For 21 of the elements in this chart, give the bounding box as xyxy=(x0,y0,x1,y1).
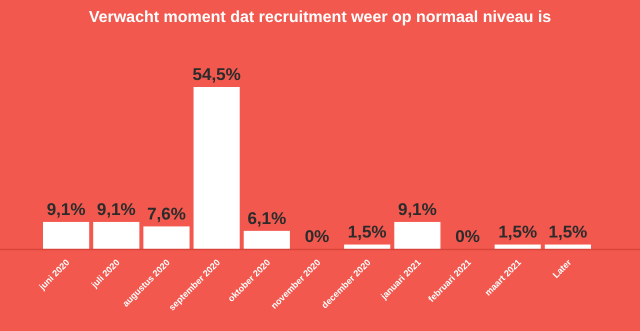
data-label: 6,1% xyxy=(247,208,286,228)
bar xyxy=(244,230,290,249)
data-label: 9,1% xyxy=(96,200,136,219)
bar xyxy=(394,222,440,249)
bar xyxy=(344,244,390,249)
data-label: 1,5% xyxy=(548,222,588,242)
chart-title: Verwacht moment dat recruitment weer op normaal niveau is xyxy=(88,9,552,26)
bar xyxy=(194,87,240,249)
bar xyxy=(43,222,90,249)
data-label: 1,5% xyxy=(348,222,387,242)
bar xyxy=(544,244,591,249)
data-label: 1,5% xyxy=(498,222,538,242)
data-label: 0% xyxy=(455,227,480,246)
bar xyxy=(93,222,140,249)
data-label: 9,1% xyxy=(398,200,437,219)
bar xyxy=(494,244,541,249)
data-label: 9,1% xyxy=(46,200,86,219)
data-label: 54,5% xyxy=(192,65,241,84)
bar xyxy=(143,226,190,249)
data-label: 7,6% xyxy=(147,204,186,224)
data-label: 0% xyxy=(304,227,330,246)
